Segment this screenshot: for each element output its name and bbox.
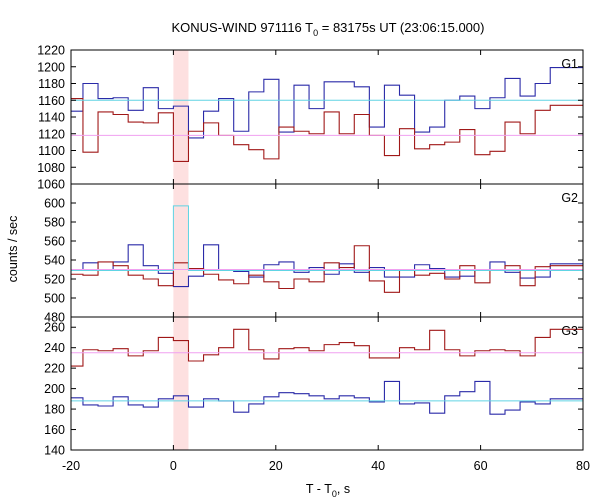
highlight-band bbox=[173, 50, 189, 184]
panel-g2: 480 500 520 540 560 580 600 G2 bbox=[44, 183, 584, 325]
x-tick-label: 80 bbox=[576, 459, 590, 473]
y-tick-label: 180 bbox=[44, 403, 65, 417]
y-tick-label: 1220 bbox=[37, 44, 65, 58]
y-tick-label: 1080 bbox=[37, 161, 65, 175]
panel-label: G1 bbox=[561, 57, 578, 71]
series-line bbox=[71, 328, 583, 367]
y-tick-label: 560 bbox=[44, 235, 65, 249]
y-tick-label: 260 bbox=[44, 321, 65, 335]
y-tick-label: 1200 bbox=[37, 60, 65, 74]
y-tick-label: 1160 bbox=[38, 94, 65, 108]
y-tick-label: 1100 bbox=[38, 144, 65, 158]
y-tick-label: 600 bbox=[44, 197, 65, 211]
highlight-band bbox=[173, 184, 189, 317]
x-tick-label: 40 bbox=[371, 459, 385, 473]
y-tick-label: 540 bbox=[44, 254, 65, 268]
y-tick-label: 580 bbox=[44, 216, 65, 230]
y-axis-label: counts / sec bbox=[6, 216, 20, 283]
y-tick-label: 500 bbox=[44, 292, 65, 306]
series-line bbox=[71, 245, 583, 293]
panel-label: G3 bbox=[561, 324, 578, 338]
x-tick-label: -20 bbox=[62, 459, 80, 473]
y-tick-label: 520 bbox=[44, 273, 65, 287]
panel-g3: 140 160 180 200 220 240 260 G3 bbox=[44, 316, 584, 458]
panel-frame bbox=[70, 316, 584, 451]
chart-title: KONUS-WIND 971116 T0 = 83175s UT (23:06:… bbox=[172, 20, 485, 38]
y-tick-label: 1120 bbox=[38, 127, 65, 141]
series-line bbox=[71, 67, 583, 139]
series-line bbox=[71, 380, 583, 415]
panel-label: G2 bbox=[561, 191, 578, 205]
y-tick-label: 240 bbox=[44, 341, 65, 355]
y-tick-label: 160 bbox=[44, 423, 65, 437]
x-tick-label: 60 bbox=[474, 459, 488, 473]
y-tick-label: 1140 bbox=[38, 111, 65, 125]
series-line bbox=[71, 244, 583, 288]
series-line bbox=[71, 98, 583, 162]
y-tick-label: 200 bbox=[44, 382, 65, 396]
highlight-band bbox=[173, 317, 189, 450]
panel-frame bbox=[70, 49, 584, 185]
x-axis-label: T - T0, s bbox=[306, 482, 350, 499]
panel-g1: 1060 1080 1100 1120 1140 1160 1180 1200 1220 G1 bbox=[37, 44, 584, 192]
x-tick-label: 20 bbox=[269, 459, 283, 473]
panel-frame bbox=[70, 183, 584, 318]
x-tick-label: 0 bbox=[170, 459, 177, 473]
y-tick-label: 480 bbox=[44, 311, 65, 325]
y-tick-label: 1180 bbox=[38, 77, 65, 91]
mean-line bbox=[71, 205, 583, 271]
plot-area: 1060 1080 1100 1120 1140 1160 1180 1200 1220 G1 48… bbox=[37, 44, 590, 474]
y-tick-label: 220 bbox=[44, 362, 65, 376]
y-tick-label: 140 bbox=[44, 444, 65, 458]
y-tick-label: 1060 bbox=[37, 178, 65, 192]
